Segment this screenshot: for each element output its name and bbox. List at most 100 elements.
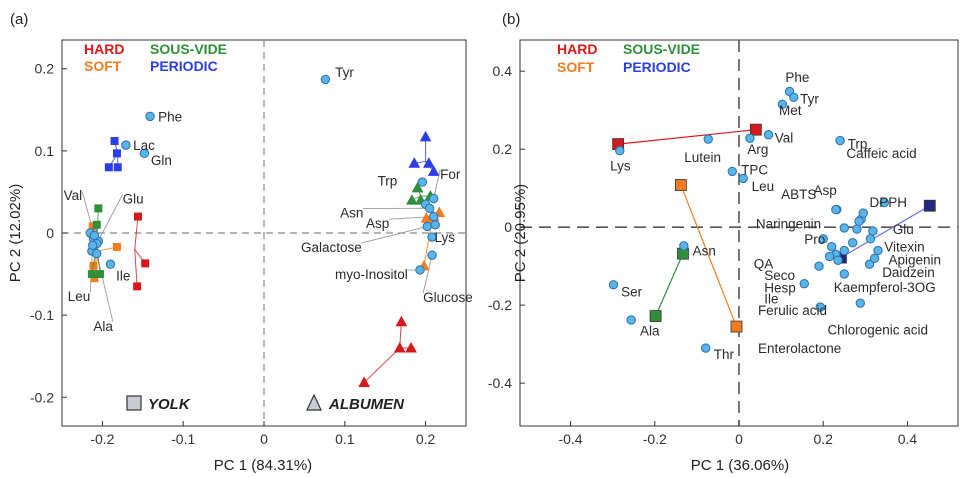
- variable-point-myo-inositol: [415, 265, 425, 275]
- variable-point: [864, 259, 875, 269]
- x-tick-label: -0.2: [90, 431, 114, 447]
- variable-label-trp: Trp: [848, 136, 868, 151]
- centroid-soft-marker: [674, 179, 687, 191]
- variable-point-asn: [679, 241, 689, 251]
- legend-sous_vide: SOUS-VIDE: [623, 41, 700, 57]
- centroid-line-soft: [680, 184, 738, 327]
- treatment-groups: [87, 130, 446, 387]
- legend-sous_vide: SOUS-VIDE: [150, 41, 227, 57]
- variable-point-hesp: [824, 251, 835, 262]
- variable-label-asp: Asp: [814, 183, 837, 198]
- y-tick-label: 0: [504, 219, 512, 235]
- variable-label-tyr: Tyr: [335, 65, 354, 80]
- y-tick-label: -0.2: [30, 389, 54, 405]
- albumen-sous_vide-marker: [406, 194, 418, 205]
- variable-point: [848, 238, 858, 248]
- variable-point-qa: [818, 234, 828, 244]
- variable-point-leu: [88, 240, 98, 251]
- albumen-hard-marker: [405, 341, 417, 353]
- variable-point-gln: [139, 148, 150, 159]
- variable-point-kaempferol-3og: [839, 269, 849, 279]
- panel-b: -0.4 -0.2 0 0.2 0.4 -0.4 -0.2 0 0.2 0.4 PC 1 (36.0…: [488, 11, 959, 474]
- variable-point-tyr: [320, 74, 331, 85]
- variable-point-phe: [145, 111, 155, 122]
- yolk-sous_vide-marker: [92, 220, 101, 229]
- variable-label-val: Val: [775, 130, 794, 145]
- variable-label-naringenin: Naringenin: [756, 216, 821, 231]
- variable-point-lys: [615, 146, 625, 156]
- yolk-hard-marker: [133, 282, 142, 291]
- variable-point-met: [777, 99, 788, 110]
- variable-point-ile: [814, 261, 824, 271]
- variable-point-vitexin: [865, 234, 876, 244]
- albumen-legend-icon: [306, 393, 322, 411]
- centroid-periodic-marker: [923, 199, 936, 212]
- variable-label-arg: Arg: [747, 142, 768, 157]
- variable-label-qa: QA: [754, 256, 774, 271]
- variable-label-pro: Pro: [804, 232, 825, 247]
- variable-point-apigenin: [873, 245, 883, 256]
- variable-label-leu: Leu: [752, 179, 775, 194]
- y-axis-title: PC 2 (20.95%): [512, 184, 529, 282]
- variable-point: [833, 255, 843, 265]
- y-tick-label: 0.2: [35, 61, 55, 77]
- albumen-periodic-marker: [419, 130, 432, 142]
- x-tick-label: -0.4: [558, 431, 582, 447]
- legend-hard: HARD: [557, 41, 597, 57]
- variable-point-asn: [424, 203, 435, 214]
- x-axis-title: PC 1 (36.06%): [691, 457, 789, 474]
- variable-label-trp: Trp: [378, 173, 398, 188]
- variable-label-enterolactone: Enterolactone: [758, 341, 841, 356]
- yolk-legend-label: YOLK: [148, 396, 191, 413]
- centroid-hard-marker: [749, 123, 762, 136]
- variable-label-daidzein: Daidzein: [882, 265, 935, 280]
- variable-label-galactose: Galactose: [301, 240, 362, 255]
- variable-point-tyr: [789, 92, 799, 103]
- y-tick-label: -0.2: [488, 297, 512, 313]
- y-tick-label: -0.1: [30, 307, 54, 323]
- variable-point-seco: [826, 241, 837, 252]
- variable-point-thr: [701, 343, 711, 353]
- yolk-hard-marker: [133, 212, 142, 221]
- variable-label-hesp: Hesp: [764, 281, 796, 296]
- variable-label-apigenin: Apigenin: [889, 253, 942, 268]
- panel-label: (a): [10, 11, 28, 28]
- variable-point-asp: [428, 211, 439, 222]
- variable-label-myo-inositol: myo-Inositol: [335, 267, 408, 282]
- variable-point-ala: [92, 248, 102, 259]
- variable-point: [430, 220, 440, 230]
- variable-point-lys: [427, 232, 437, 242]
- x-tick-label: 0: [735, 431, 743, 447]
- centroid-soft-marker: [730, 320, 743, 333]
- x-tick-label: 0: [260, 431, 268, 447]
- yolk-sous_vide-marker: [94, 204, 103, 213]
- variable-point-leu: [738, 173, 748, 184]
- variable-point-ser: [608, 280, 619, 290]
- variable-label-lac: Lac: [133, 138, 155, 153]
- variable-point-chlorogenic-acid: [855, 298, 865, 308]
- variable-label-ferulic-acid: Ferulic acid: [758, 303, 827, 318]
- variable-label-kaempferol-3og: Kaempferol-3OG: [834, 280, 936, 295]
- albumen-hard-marker: [358, 376, 371, 387]
- x-axis-title: PC 1 (84.31%): [214, 457, 312, 474]
- x-tick-label: 0.2: [813, 431, 833, 447]
- y-tick-label: 0.1: [35, 143, 55, 159]
- variable-point-for: [428, 193, 439, 204]
- variable-label-val: Val: [64, 188, 83, 203]
- x-tick-label: 0.1: [335, 431, 355, 447]
- variable-points: [608, 86, 889, 353]
- variable-point-trp: [417, 177, 428, 187]
- variable-label-phe: Phe: [158, 109, 182, 124]
- variable-label-lutein: Lutein: [684, 150, 721, 165]
- variable-label-phe: Phe: [785, 70, 809, 85]
- variable-label-chlorogenic-acid: Chlorogenic acid: [827, 322, 928, 337]
- yolk-soft-marker: [112, 242, 121, 251]
- variable-point: [852, 224, 862, 234]
- albumen-periodic-marker: [427, 165, 440, 176]
- variable-label-dpph: DPPH: [870, 195, 908, 210]
- variable-point-glucose: [427, 250, 437, 260]
- variable-points: [85, 74, 440, 275]
